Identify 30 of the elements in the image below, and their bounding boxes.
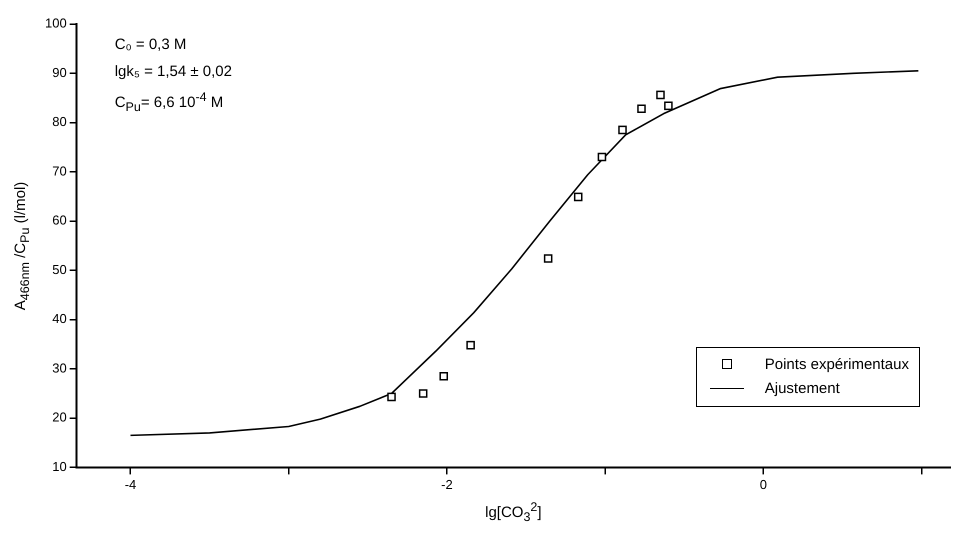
legend-label: Points expérimentaux [764, 356, 909, 373]
point [439, 372, 448, 381]
point [664, 101, 673, 110]
y-tick-label: 20 [52, 410, 67, 425]
point [598, 152, 606, 162]
point [466, 340, 475, 350]
x-tick-label: 0 [760, 476, 767, 492]
y-tick-label: 90 [52, 64, 67, 80]
annotation: lgk₅ = 1,54 ± 0,02 [114, 63, 232, 80]
x-axis-title: lg[CO$_{3}$$^{2}$] [485, 500, 542, 524]
x-tick-label: -2 [441, 476, 453, 492]
y-tick-label: 50 [52, 262, 67, 277]
y-tick-label: 30 [52, 360, 67, 376]
y-tick-label: 60 [52, 212, 67, 228]
point [418, 389, 428, 398]
annotation: C$_{Pu}$= 6,6 10$^{-4}$ M [114, 90, 224, 114]
point [618, 126, 627, 134]
y-tick-label: 100 [44, 16, 67, 31]
y-tick-label: 40 [52, 311, 67, 326]
point [656, 90, 665, 100]
point [544, 254, 552, 263]
y-tick-label: 70 [52, 163, 67, 178]
y-tick-label: 80 [52, 114, 67, 130]
point [637, 104, 646, 114]
y-tick-label: 10 [52, 458, 67, 474]
point [387, 392, 396, 402]
point [574, 192, 582, 202]
x-tick-label: -4 [124, 476, 136, 492]
legend-label: Ajustement [764, 380, 840, 397]
annotation: C₀ = 0,3 M [114, 36, 186, 53]
